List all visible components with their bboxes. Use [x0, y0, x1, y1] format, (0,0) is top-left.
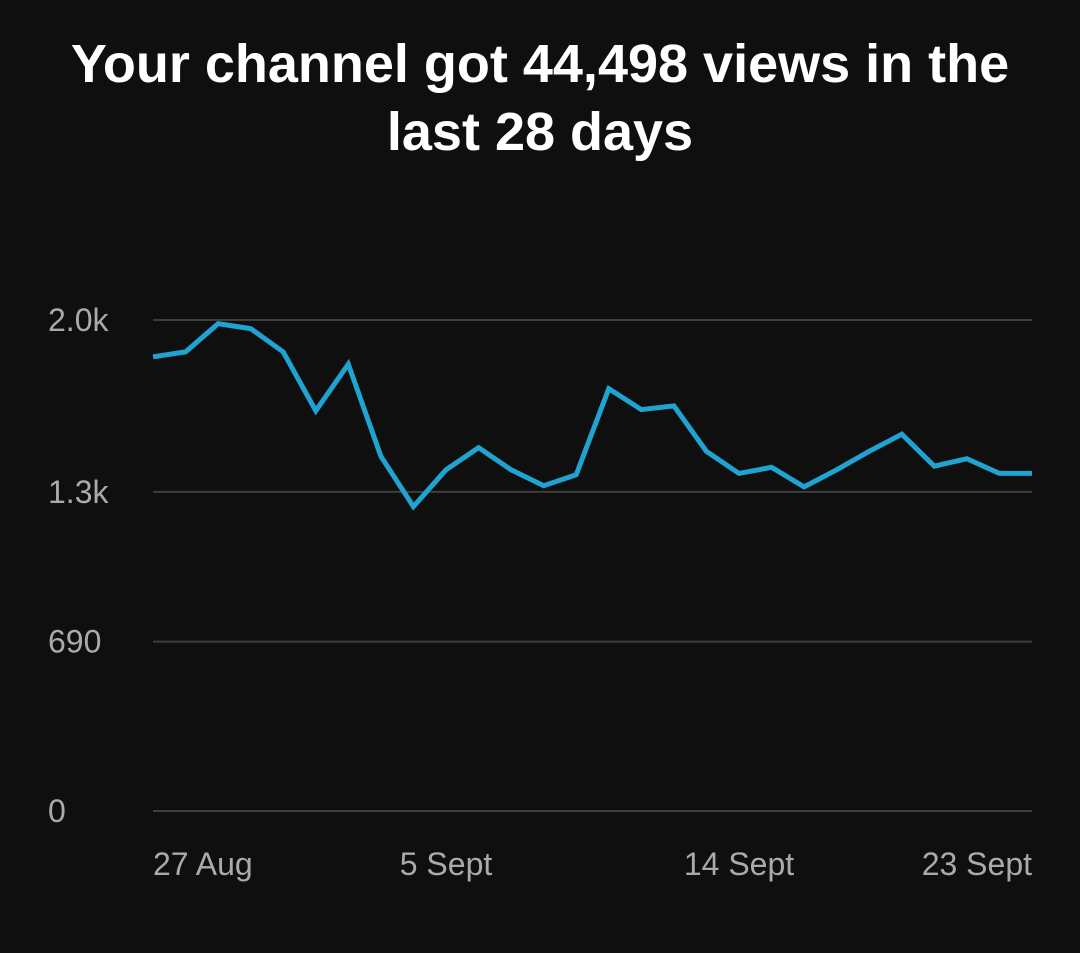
series-layer: [152, 321, 1032, 511]
chart-title: Your channel got 44,498 views in the las…: [70, 34, 1010, 162]
y-axis-tick-labels: 0 690 1.3k 2.0k: [48, 302, 109, 829]
x-tick-label: 23 Sept: [922, 846, 1032, 882]
gridlines: [153, 319, 1032, 812]
y-tick-label: 690: [48, 624, 101, 660]
views-series-line: [152, 321, 1032, 511]
x-tick-label: 5 Sept: [400, 846, 493, 882]
y-tick-label: 0: [48, 793, 66, 829]
y-tick-label: 1.3k: [48, 474, 109, 510]
x-tick-label: 27 Aug: [153, 846, 253, 882]
x-tick-label: 14 Sept: [684, 846, 794, 882]
x-axis-tick-labels: 27 Aug 5 Sept 14 Sept 23 Sept: [153, 846, 1032, 882]
y-tick-label: 2.0k: [48, 302, 109, 338]
